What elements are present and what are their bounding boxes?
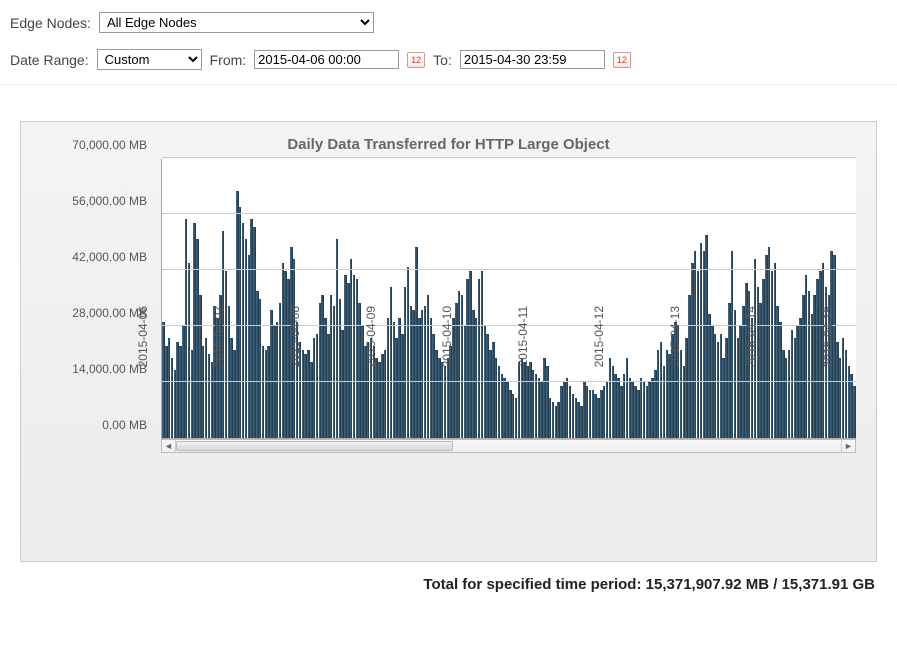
plot-area xyxy=(161,159,856,439)
scroll-thumb[interactable] xyxy=(176,441,453,451)
total-line: Total for specified time period: 15,371,… xyxy=(0,566,897,593)
gridline xyxy=(162,213,856,214)
x-tick-label: 2015-04-06 xyxy=(136,306,150,367)
gridline xyxy=(162,269,856,270)
y-tick-label: 70,000.00 MB xyxy=(72,138,147,152)
edge-nodes-select[interactable]: All Edge Nodes xyxy=(99,12,374,33)
chart-scrollbar[interactable]: ◄ ► xyxy=(161,439,856,453)
calendar-icon[interactable]: 12 xyxy=(407,52,425,68)
bar xyxy=(853,386,855,438)
x-tick-label: 2015-04-10 xyxy=(440,306,454,367)
date-range-row: Date Range: Custom From: 12 To: 12 xyxy=(10,49,887,70)
edge-nodes-row: Edge Nodes: All Edge Nodes xyxy=(10,12,887,33)
chart-panel: Daily Data Transferred for HTTP Large Ob… xyxy=(20,121,877,562)
to-label: To: xyxy=(433,52,452,68)
x-tick-label: 2015-04-15 xyxy=(821,306,835,367)
chart-title: Daily Data Transferred for HTTP Large Ob… xyxy=(33,136,864,153)
total-gb: 15,371.91 GB xyxy=(782,576,875,593)
date-range-label: Date Range: xyxy=(10,52,89,68)
x-tick-label: 2015-04-13 xyxy=(668,306,682,367)
date-range-select[interactable]: Custom xyxy=(97,49,202,70)
to-date-input[interactable] xyxy=(460,50,605,69)
y-tick-label: 56,000.00 MB xyxy=(72,194,147,208)
x-tick-label: 2015-04-11 xyxy=(516,306,530,367)
x-axis: 2015-04-06 2015-04-07 2015-04-08 2015-04-09… xyxy=(128,300,889,390)
bars-container xyxy=(162,159,856,438)
total-mb: 15,371,907.92 MB xyxy=(646,576,769,593)
total-label: Total for specified time period: xyxy=(423,576,641,593)
scroll-left-button[interactable]: ◄ xyxy=(162,440,176,452)
from-label: From: xyxy=(210,52,247,68)
gridline xyxy=(162,157,856,158)
x-tick-label: 2015-04-09 xyxy=(364,306,378,367)
x-tick-label: 2015-04-07 xyxy=(212,306,226,367)
y-tick-label: 0.00 MB xyxy=(102,418,147,432)
x-tick-label: 2015-04-12 xyxy=(592,306,606,367)
calendar-icon[interactable]: 12 xyxy=(613,52,631,68)
x-tick-label: 2015-04-08 xyxy=(288,306,302,367)
edge-nodes-label: Edge Nodes: xyxy=(10,15,91,31)
y-axis: 0.00 MB14,000.00 MB28,000.00 MB42,000.00… xyxy=(33,159,153,439)
filter-panel: Edge Nodes: All Edge Nodes Date Range: C… xyxy=(0,0,897,85)
from-date-input[interactable] xyxy=(254,50,399,69)
scroll-right-button[interactable]: ► xyxy=(841,440,855,452)
x-tick-label: 2015-04-14 xyxy=(744,306,758,367)
y-tick-label: 42,000.00 MB xyxy=(72,250,147,264)
